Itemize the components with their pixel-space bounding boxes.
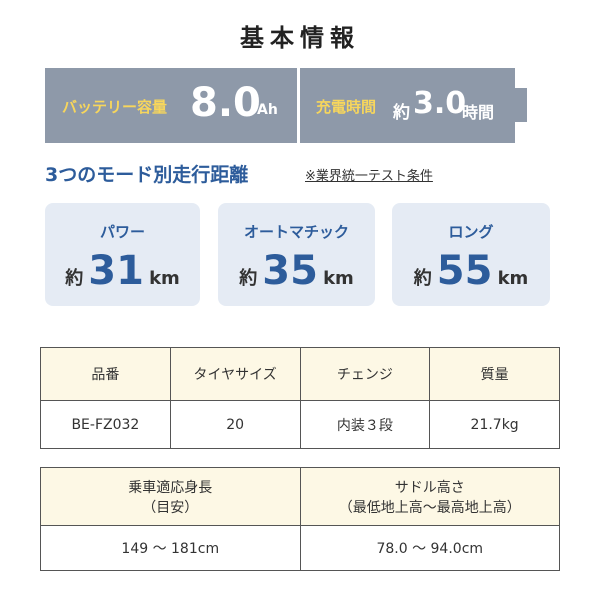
cell: 内装３段 — [299, 400, 431, 449]
size-row: 149 ～ 181cm 78.0 ～ 94.0cm — [40, 525, 560, 571]
header-line: （目安） — [142, 499, 199, 516]
distance-value: 31 — [88, 248, 144, 294]
battery-bar — [45, 68, 515, 143]
capacity-label: バッテリー容量 — [62, 96, 167, 117]
cell: 149 ～ 181cm — [40, 525, 301, 571]
header-cell: タイヤサイズ — [169, 347, 301, 401]
mode-distance: 約 55 km — [392, 248, 550, 294]
mode-distance: 約 31 km — [45, 248, 200, 294]
spec-header-row: 品番 タイヤサイズ チェンジ 質量 — [40, 347, 560, 401]
mode-label: ロング — [448, 223, 494, 241]
mode-distance: 約 35 km — [218, 248, 375, 294]
distance-prefix: 約 — [65, 268, 84, 289]
header-line: （最低地上高～最高地上高） — [338, 499, 521, 516]
cell: 78.0 ～ 94.0cm — [299, 525, 560, 571]
charge-label: 充電時間 — [316, 98, 377, 116]
header-cell: チェンジ — [299, 347, 431, 401]
divider — [297, 68, 300, 143]
mode-card: パワー約 31 km — [45, 203, 200, 306]
modes-note: ※業界統一テスト条件 — [305, 169, 433, 184]
size-table: 乗車適応身長 （目安） サドル高さ （最低地上高～最高地上高） 149 ～ 181cm… — [40, 467, 560, 571]
header-cell: 質量 — [429, 347, 560, 401]
capacity-label-text: バッテリー容量 — [62, 98, 168, 116]
cell: BE-FZ032 — [40, 400, 171, 449]
title: 基本情報 — [240, 24, 360, 52]
mode-label: オートマチック — [243, 223, 349, 241]
distance-value: 35 — [262, 248, 318, 294]
cell: 20 — [169, 400, 301, 449]
capacity-value: 8.0 — [190, 80, 261, 126]
modes-title: 3つのモード別走行距離 — [45, 164, 249, 186]
mode-label: パワー — [99, 223, 145, 241]
distance-unit: km — [497, 268, 529, 289]
battery-nub — [515, 88, 527, 122]
header-cell: サドル高さ （最低地上高～最高地上高） — [299, 467, 560, 526]
distance-unit: km — [323, 268, 354, 289]
charge-prefix: 約 — [393, 103, 410, 123]
charge-unit: 時間 — [462, 103, 495, 122]
distance-prefix: 約 — [413, 268, 432, 289]
distance-unit: km — [149, 268, 180, 289]
spec-table: 品番 タイヤサイズ チェンジ 質量 BE-FZ032 20 内装３段 21.7kg — [40, 347, 560, 449]
capacity-unit: Ah — [257, 102, 278, 118]
mode-card: ロング約 55 km — [392, 203, 550, 306]
header-cell: 品番 — [40, 347, 171, 401]
mode-card: オートマチック約 35 km — [218, 203, 375, 306]
size-header-row: 乗車適応身長 （目安） サドル高さ （最低地上高～最高地上高） — [40, 467, 560, 526]
distance-prefix: 約 — [239, 268, 258, 289]
spec-row: BE-FZ032 20 内装３段 21.7kg — [40, 400, 560, 449]
distance-value: 55 — [436, 248, 493, 294]
cell: 21.7kg — [429, 400, 560, 449]
header-line: 乗車適応身長 — [128, 479, 213, 496]
header-cell: 乗車適応身長 （目安） — [40, 467, 301, 526]
charge-value: 3.0 — [413, 86, 467, 121]
header-line: サドル高さ — [394, 479, 465, 496]
